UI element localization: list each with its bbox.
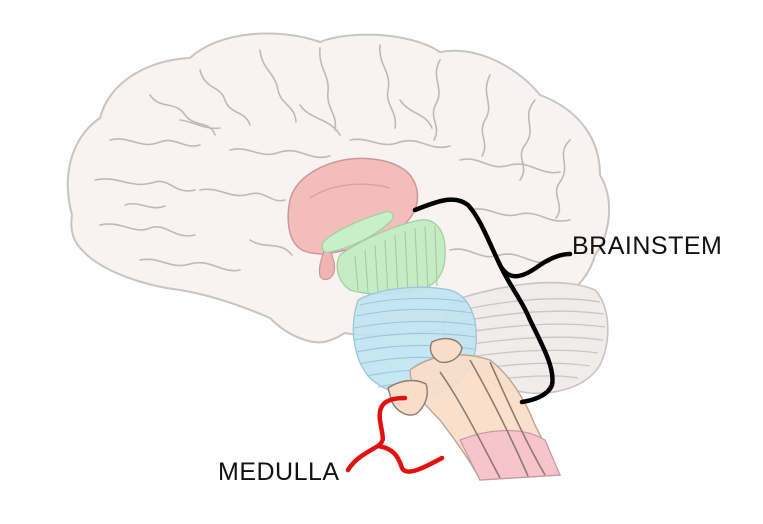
thalamus-fold	[309, 183, 391, 199]
thalamus	[287, 157, 419, 281]
brainstem-label: BRAINSTEM	[572, 232, 723, 260]
cranial-nerve-root-2	[429, 337, 463, 364]
medulla	[387, 337, 562, 481]
medulla-bracket	[345, 395, 445, 474]
medulla-label: MEDULLA	[218, 458, 340, 486]
midbrain	[336, 219, 446, 296]
midbrain-striations	[354, 225, 438, 296]
pons-fibers	[353, 297, 477, 388]
brainstem-bracket	[412, 197, 573, 405]
cranial-nerve-root	[387, 379, 428, 416]
hypothalamus	[321, 211, 394, 253]
medulla-tracts	[439, 359, 546, 479]
midbrain-shape	[336, 219, 446, 295]
pituitary-stalk	[318, 247, 336, 281]
spinal-cord	[459, 429, 561, 481]
cortex-sulci	[94, 44, 571, 272]
thalamus-shape	[287, 157, 419, 255]
